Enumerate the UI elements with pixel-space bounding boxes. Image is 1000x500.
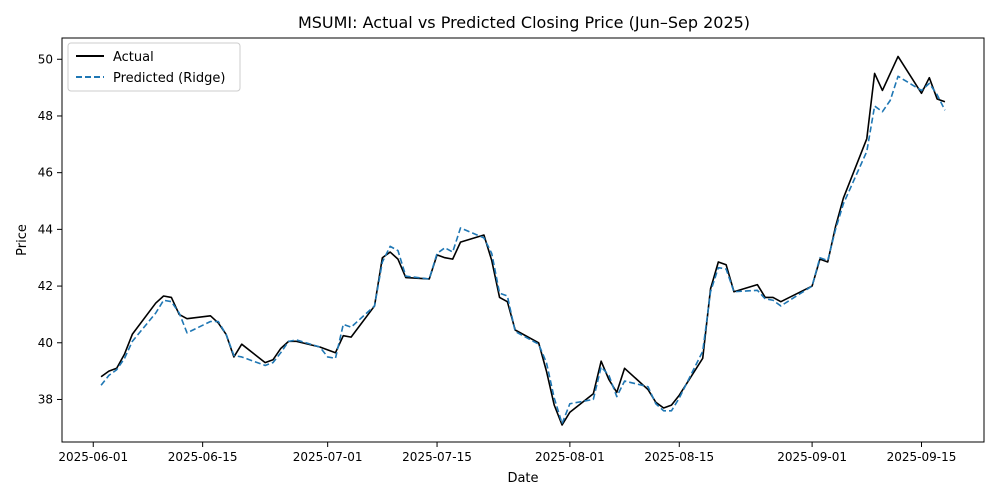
x-tick-label: 2025-09-15 (887, 450, 957, 464)
x-tick-label: 2025-06-15 (168, 450, 238, 464)
plot-area (100, 55, 946, 426)
x-tick-label: 2025-07-15 (402, 450, 472, 464)
x-tick-label: 2025-09-01 (777, 450, 847, 464)
x-axis-label: Date (507, 471, 538, 486)
legend-label-predicted: Predicted (Ridge) (113, 71, 225, 86)
legend-label-actual: Actual (113, 50, 154, 65)
x-tick-label: 2025-08-01 (535, 450, 605, 464)
y-tick-label: 38 (38, 392, 53, 406)
y-axis-label: Price (15, 224, 30, 256)
y-tick-label: 42 (38, 279, 53, 293)
legend-box (67, 42, 241, 92)
legend: Actual Predicted (Ridge) (67, 42, 241, 92)
y-tick-label: 48 (38, 109, 53, 123)
axes-frame (61, 37, 985, 443)
x-tick-label: 2025-08-15 (644, 450, 714, 464)
x-axis: 2025-06-01 2025-06-15 2025-07-01 2025-07-15… (58, 442, 956, 464)
y-tick-label: 46 (38, 166, 53, 180)
series-line-actual (100, 55, 946, 426)
series-line-predicted (100, 75, 946, 425)
y-tick-label: 40 (38, 336, 53, 350)
x-tick-label: 2025-06-01 (58, 450, 128, 464)
y-axis: 38 40 42 44 46 48 50 (38, 52, 62, 406)
y-tick-label: 44 (38, 222, 53, 236)
chart-title: MSUMI: Actual vs Predicted Closing Price… (298, 13, 750, 32)
y-tick-label: 50 (38, 52, 53, 66)
x-tick-label: 2025-07-01 (293, 450, 363, 464)
